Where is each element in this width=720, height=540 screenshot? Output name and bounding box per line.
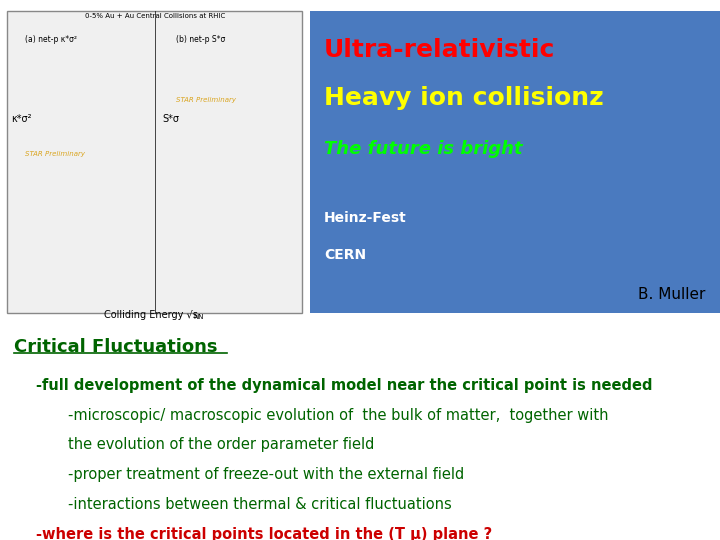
Text: NN: NN bbox=[193, 314, 204, 320]
Text: B. Muller: B. Muller bbox=[638, 287, 706, 302]
Text: -full development of the dynamical model near the critical point is needed: -full development of the dynamical model… bbox=[36, 378, 652, 393]
Text: CERN: CERN bbox=[324, 248, 366, 262]
Text: -where is the critical points located in the (T μ) plane ?: -where is the critical points located in… bbox=[36, 526, 492, 540]
Text: -proper treatment of freeze-out with the external field: -proper treatment of freeze-out with the… bbox=[68, 467, 464, 482]
Text: Colliding Energy √s: Colliding Energy √s bbox=[104, 310, 198, 321]
Text: The future is bright: The future is bright bbox=[324, 140, 523, 158]
Text: STAR Preliminary: STAR Preliminary bbox=[25, 151, 85, 157]
Text: (a) net-p κ*σ²: (a) net-p κ*σ² bbox=[25, 35, 77, 44]
Text: -microscopic/ macroscopic evolution of  the bulk of matter,  together with: -microscopic/ macroscopic evolution of t… bbox=[68, 408, 609, 423]
Text: Ultra-relativistic: Ultra-relativistic bbox=[324, 38, 555, 62]
Text: κ*σ²: κ*σ² bbox=[11, 114, 31, 124]
Text: the evolution of the order parameter field: the evolution of the order parameter fie… bbox=[68, 437, 375, 453]
Text: Heinz-Fest: Heinz-Fest bbox=[324, 211, 407, 225]
Text: Critical Fluctuations: Critical Fluctuations bbox=[14, 338, 218, 355]
FancyBboxPatch shape bbox=[7, 11, 302, 313]
Text: -interactions between thermal & critical fluctuations: -interactions between thermal & critical… bbox=[68, 497, 452, 512]
Text: 0-5% Au + Au Central Collisions at RHIC: 0-5% Au + Au Central Collisions at RHIC bbox=[85, 14, 225, 19]
Text: (b) net-p S*σ: (b) net-p S*σ bbox=[176, 35, 225, 44]
FancyBboxPatch shape bbox=[310, 11, 720, 313]
Text: Heavy ion collisionz: Heavy ion collisionz bbox=[324, 86, 604, 110]
Text: S*σ: S*σ bbox=[162, 114, 179, 124]
Text: STAR Preliminary: STAR Preliminary bbox=[176, 97, 236, 103]
